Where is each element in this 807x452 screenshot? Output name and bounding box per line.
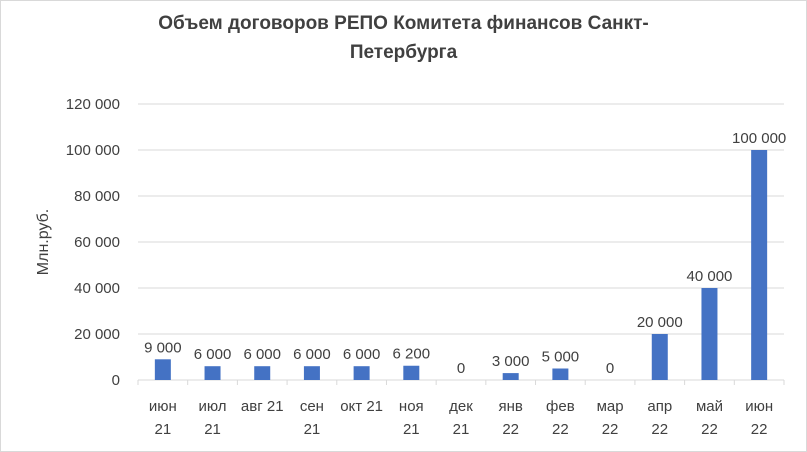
bar [154,359,171,380]
x-tick-label: 22 [751,421,768,438]
x-tick-label: 21 [155,421,172,438]
x-tick-label: июл [199,398,227,415]
data-label: 9 000 [144,339,182,356]
data-label: 100 000 [732,130,786,147]
y-tick-label: 100 000 [66,142,120,159]
x-tick-label: дек [449,398,473,415]
data-label: 40 000 [687,268,733,285]
x-tick-label: 22 [602,421,619,438]
y-tick-label: 80 000 [74,188,120,205]
data-label: 6 000 [194,346,232,363]
x-tick-label: 21 [204,421,221,438]
data-label: 6 200 [393,346,431,363]
x-tick-label: май [696,398,723,415]
y-tick-label: 20 000 [74,326,120,343]
bar [204,366,221,380]
bar [552,368,569,380]
bar [403,365,420,380]
data-label: 6 000 [343,346,381,363]
chart-title-line-1: Объем договоров РЕПО Комитета финансов С… [158,13,649,34]
bar [701,288,718,380]
data-label: 5 000 [542,349,580,366]
y-tick-label: 60 000 [74,234,120,251]
y-tick-label: 120 000 [66,96,120,113]
x-tick-label: 22 [701,421,718,438]
bar [502,373,519,380]
x-tick-label: 22 [552,421,569,438]
data-label: 0 [457,360,465,377]
x-tick-label: сен [300,398,324,415]
bar [254,366,271,380]
data-label: 20 000 [637,314,683,331]
x-tick-label: 22 [651,421,668,438]
data-label: 6 000 [293,346,331,363]
bar [751,150,768,380]
x-tick-label: фев [546,398,575,415]
x-tick-label: июн [745,398,773,415]
bar [651,334,668,380]
y-axis-title: Млн.руб. [35,209,52,275]
bar [303,366,320,380]
chart-title-line-2: Петербурга [349,42,458,63]
x-tick-label: 21 [453,421,470,438]
y-tick-label: 0 [112,372,120,389]
x-tick-label: 21 [304,421,321,438]
x-tick-label: мар [597,398,624,415]
x-tick-label: 22 [502,421,519,438]
data-label: 6 000 [243,346,281,363]
data-label: 0 [606,360,614,377]
x-tick-label: янв [499,398,523,415]
bar [353,366,370,380]
x-tick-label: 21 [403,421,420,438]
x-tick-label: ноя [399,398,424,415]
y-tick-label: 40 000 [74,280,120,297]
chart-title: Объем договоров РЕПО Комитета финансов С… [1,9,806,67]
x-tick-label: окт 21 [340,398,383,415]
data-label: 3 000 [492,353,530,370]
x-tick-label: июн [149,398,177,415]
x-tick-label: авг 21 [241,398,284,415]
x-tick-label: апр [647,398,672,415]
